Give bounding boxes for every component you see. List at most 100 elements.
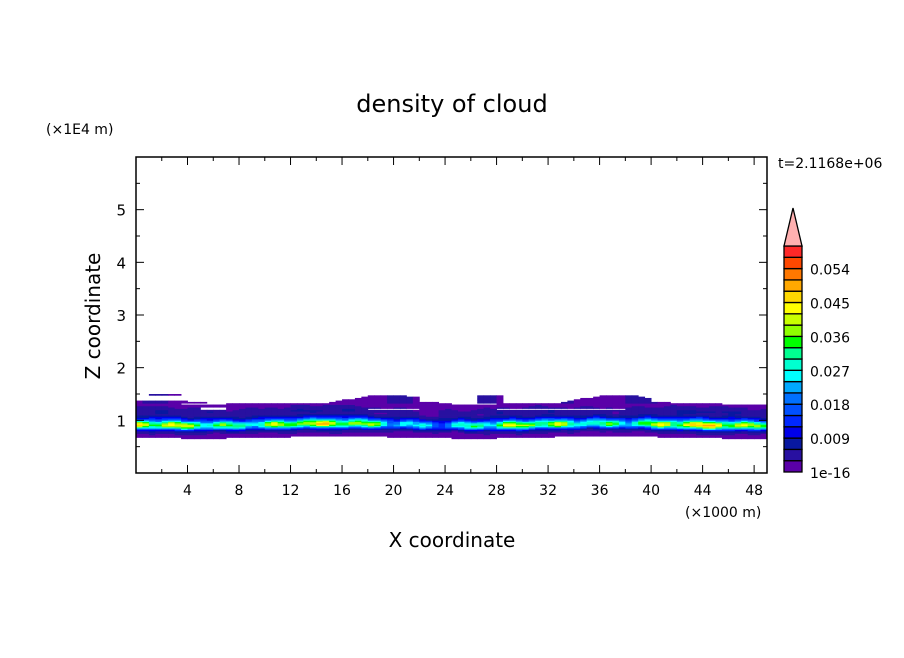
contour-cell [399,409,407,412]
contour-cell [709,417,716,420]
contour-cell [689,430,697,433]
contour-cell [663,413,671,416]
contour-cell [290,419,298,421]
contour-cell [438,428,446,430]
contour-cell [239,404,246,407]
contour-cell [470,429,478,432]
contour-cell [187,409,195,412]
contour-cell [509,430,517,433]
contour-cell [709,429,716,432]
contour-cell [303,415,311,417]
contour-cell [606,417,613,420]
contour-cell [644,399,652,401]
contour-cell [754,422,761,425]
contour-cell [548,405,555,408]
contour-cell [760,437,768,440]
contour-cell [490,395,497,398]
contour-cell [573,425,581,428]
contour-cell [734,407,742,409]
contour-cell [560,415,568,417]
contour-cell [406,420,414,423]
contour-cell [657,417,665,420]
contour-cell [219,409,227,412]
contour-cell [367,432,375,434]
contour-cell [316,408,324,411]
contour-cell [226,433,233,436]
contour-cell [200,411,208,413]
contour-cell [747,412,755,415]
contour-cell [264,422,272,425]
contour-cell [290,429,298,432]
contour-cell [528,425,536,428]
contour-cell [483,397,491,400]
contour-cell [696,429,704,432]
contour-cell [606,424,613,426]
contour-cell [226,419,233,421]
contour-cell [457,421,465,424]
contour-cell [213,432,221,434]
contour-cell [412,432,420,434]
contour-cell [535,425,543,428]
contour-cell [728,415,736,417]
contour-cell [148,422,156,425]
contour-cell [618,396,626,399]
contour-cell [226,411,233,413]
contour-cell [316,403,324,405]
contour-cell [335,419,343,421]
contour-cell [560,432,568,434]
contour-cell [567,411,575,413]
contour-cell [496,413,504,416]
contour-cell [760,433,768,436]
contour-cell [322,426,330,429]
contour-cell [348,432,356,434]
contour-cell [554,419,562,421]
contour-cell [612,432,620,434]
contour-cell [606,412,613,415]
contour-cell [715,407,723,409]
contour-cell [451,412,459,415]
contour-cell [651,408,658,411]
contour-cell [136,411,143,413]
contour-cell [245,407,253,409]
contour-cell [438,426,446,429]
contour-cell [316,430,324,433]
contour-cell [425,415,433,417]
contour-cell [696,409,704,412]
contour-cell [374,405,382,408]
contour-cell [490,401,497,404]
contour-cell [412,434,420,437]
contour-cell [464,417,472,420]
contour-cell [586,426,594,429]
contour-cell [760,432,768,434]
contour-cell [393,399,401,401]
contour-cell [322,411,330,413]
contour-cell [490,432,497,434]
contour-cell [560,420,568,423]
contour-cell [689,426,697,429]
contour-cell [425,430,433,433]
contour-cell [702,409,710,412]
contour-cell [193,421,201,424]
contour-cell [651,433,658,436]
contour-cell [406,417,414,420]
contour-cell [445,419,452,421]
contour-cell [625,411,633,413]
contour-cell [638,420,646,423]
contour-cell [161,409,169,412]
contour-cell [567,428,575,430]
contour-cell [734,417,742,420]
contour-cell [554,434,562,437]
contour-cell [548,425,555,428]
contour-cell [567,403,575,405]
contour-cell [451,428,459,430]
contour-cell [387,436,394,438]
contour-cell [412,417,420,420]
contour-cell [676,412,684,415]
contour-cell [387,396,394,399]
contour-cell [226,425,233,428]
contour-cell [567,405,575,408]
contour-cell [296,412,304,415]
contour-cell [567,429,575,432]
contour-cell [174,401,182,404]
contour-cell [573,403,581,405]
